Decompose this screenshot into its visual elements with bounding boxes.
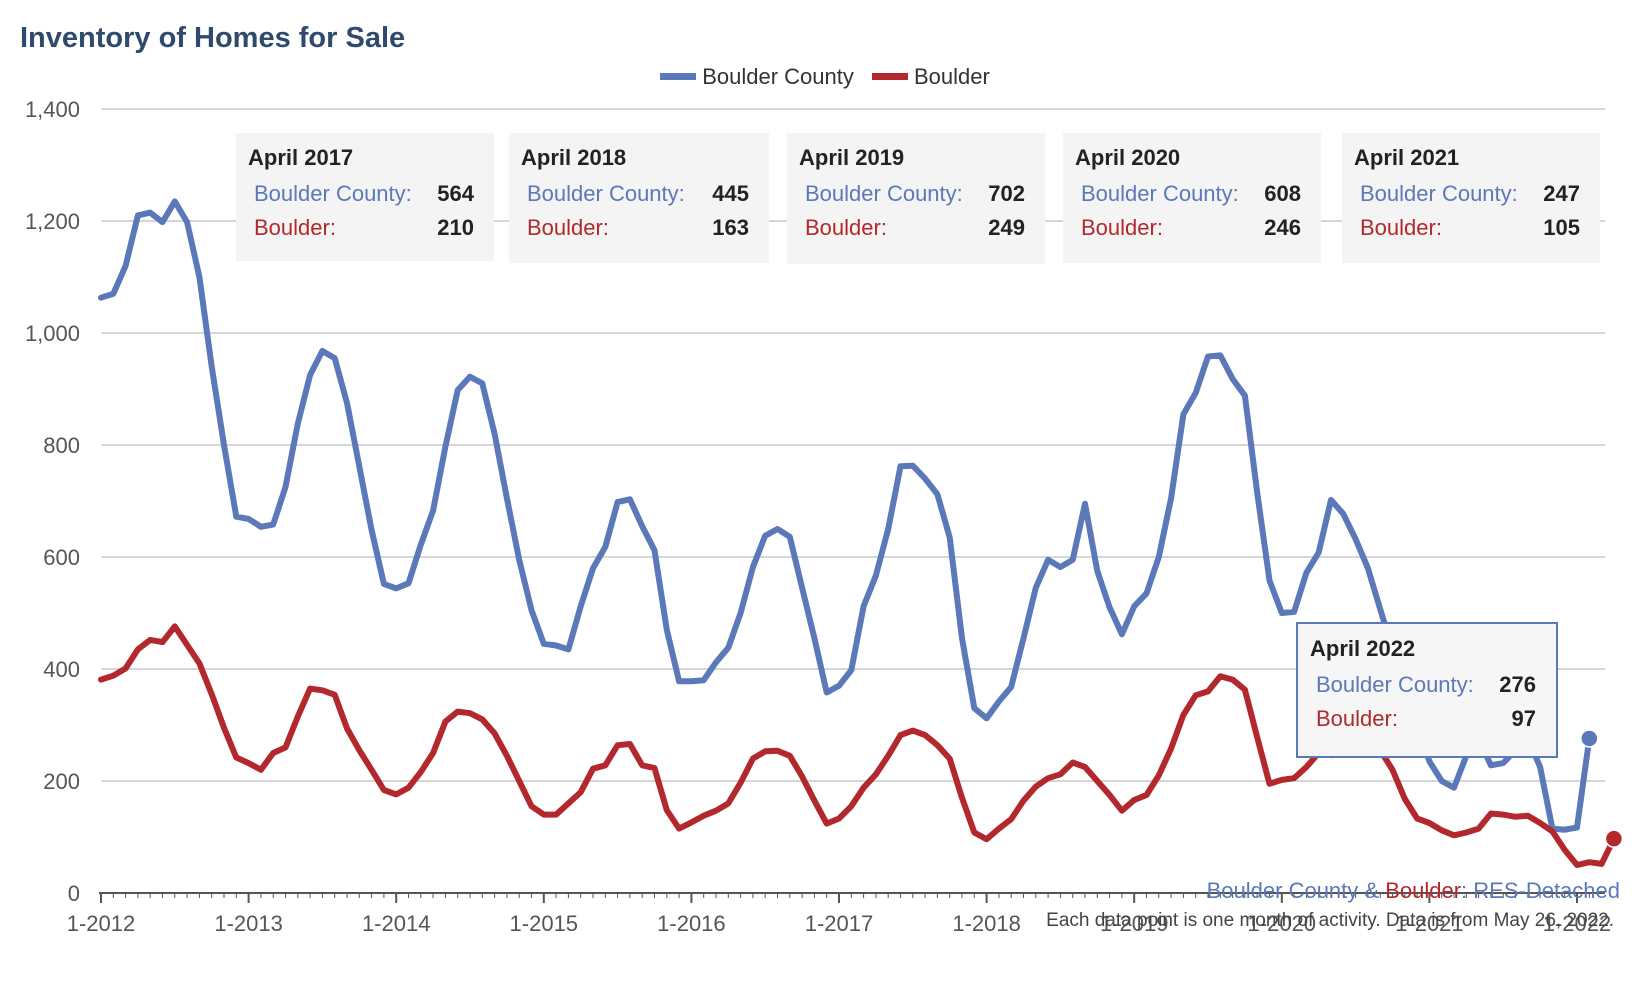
tooltip-city-value: 246 [1264,215,1301,240]
tooltip-county-value: 564 [437,181,474,206]
legend-label-boulder: Boulder [913,64,990,89]
series-caption-suffix: : RES-Detached [1461,878,1620,903]
series-caption: Boulder County & Boulder: RES-Detached [1207,878,1620,904]
legend-swatch-boulder-county [660,72,697,80]
tooltip-month: April 2021 [1354,145,1460,170]
chart-title: Inventory of Homes for Sale [20,22,406,54]
y-tick-label: 0 [68,881,80,906]
tooltip-city-label: Boulder: [1316,706,1398,731]
tooltip-month: April 2020 [1075,145,1181,170]
x-tick-label: 1-2022 [1543,911,1612,936]
tooltip-month: April 2022 [1310,636,1416,661]
tooltip-county-label: Boulder County: [254,181,412,206]
tooltip-city-label: Boulder: [527,215,609,240]
x-tick-label: 1-2016 [657,911,726,936]
tooltip-april-2019: April 2019 Boulder County: 702 Boulder: 24… [787,133,1045,264]
tooltip-city-label: Boulder: [1360,215,1442,240]
series-caption-city: Boulder [1385,878,1462,903]
series-line-boulder-county[interactable] [98,198,1593,833]
tooltip-county-label: Boulder County: [1360,181,1518,206]
tooltip-city-value: 249 [988,215,1025,240]
x-tick-label: 1-2019 [1100,911,1169,936]
x-tick-label: 1-2012 [67,911,136,936]
last-point-boulder[interactable] [1604,829,1624,848]
data-note: Each data point is one month of activity… [1046,910,1614,931]
tooltip-county-label: Boulder County: [527,181,685,206]
y-tick-label: 1,400 [25,97,80,122]
legend-item-boulder[interactable]: Boulder [871,64,990,90]
tooltip-month: April 2018 [521,145,627,170]
tooltip-city-value: 97 [1511,706,1536,731]
tooltip-county-value: 445 [712,181,749,206]
y-tick-label: 600 [43,545,80,570]
tooltip-april-2022: April 2022 Boulder County: 276 Boulder: 97 [1296,622,1558,758]
tooltip-city-label: Boulder: [805,215,887,240]
tooltip-city-value: 210 [437,215,474,240]
tooltip-county-value: 247 [1543,181,1580,206]
x-tick-label: 1-2021 [1395,911,1464,936]
y-tick-label: 400 [43,657,80,682]
tooltip-month: April 2017 [248,145,354,170]
x-tick-label: 1-2014 [362,911,431,936]
legend: Boulder County Boulder [0,64,1650,90]
tooltip-city-label: Boulder: [254,215,336,240]
last-point-boulder-county[interactable] [1580,729,1599,748]
x-tick-label: 1-2015 [510,911,579,936]
tooltip-county-label: Boulder County: [805,181,963,206]
series-caption-amp: & [1358,878,1386,903]
tooltip-april-2020: April 2020 Boulder County: 608 Boulder: 24… [1063,133,1321,263]
x-tick-label: 1-2020 [1248,911,1317,936]
y-tick-label: 800 [43,433,80,458]
legend-label-boulder-county: Boulder County [702,64,854,89]
y-tick-label: 1,000 [25,321,80,346]
tooltip-county-value: 608 [1264,181,1301,206]
tooltip-county-label: Boulder County: [1316,672,1474,697]
x-tick-label: 1-2017 [805,911,874,936]
tooltip-city-value: 105 [1543,215,1580,240]
tooltip-april-2018: April 2018 Boulder County: 445 Boulder: 16… [509,133,769,263]
legend-item-boulder-county[interactable]: Boulder County [660,64,854,90]
tooltip-month: April 2019 [799,145,905,170]
legend-swatch-boulder [871,72,908,80]
y-tick-label: 1,200 [25,209,80,234]
tooltip-april-2017: April 2017 Boulder County: 564 Boulder: 21… [236,133,494,261]
tooltip-city-label: Boulder: [1081,215,1163,240]
series-caption-county: Boulder County [1206,878,1359,903]
tooltip-city-value: 163 [712,215,749,240]
tooltip-april-2021: April 2021 Boulder County: 247 Boulder: 10… [1342,133,1600,263]
tooltip-county-label: Boulder County: [1081,181,1239,206]
tooltip-county-value: 276 [1499,672,1536,697]
tooltip-county-value: 702 [988,181,1025,206]
y-tick-label: 200 [43,769,80,794]
x-tick-label: 1-2013 [214,911,283,936]
x-tick-label: 1-2018 [952,911,1021,936]
